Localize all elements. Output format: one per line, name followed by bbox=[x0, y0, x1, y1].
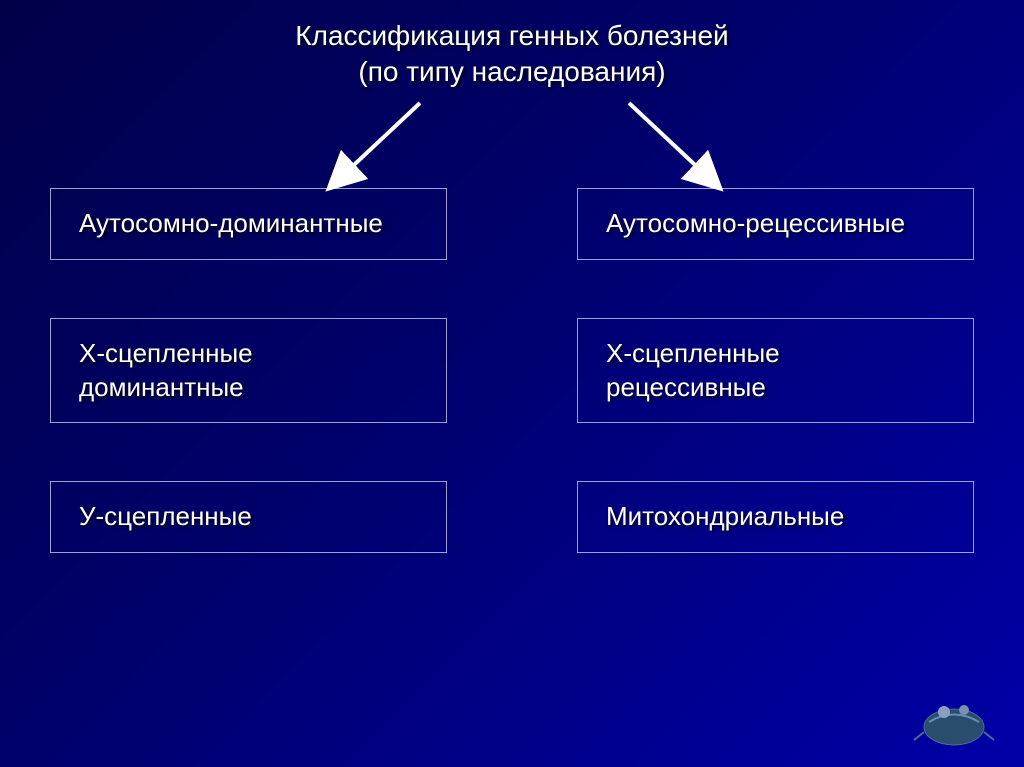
box-y-linked: У-сцепленные bbox=[50, 481, 447, 553]
box-autosomal-dominant: Аутосомно-доминантные bbox=[50, 188, 447, 260]
box-x-linked-dominant: Х-сцепленные доминантные bbox=[50, 318, 447, 424]
box-label: У-сцепленные bbox=[79, 500, 252, 534]
right-column: Аутосомно-рецессивные Х-сцепленные рецес… bbox=[577, 188, 974, 553]
box-label: Митохондриальные bbox=[606, 500, 844, 534]
left-column: Аутосомно-доминантные Х-сцепленные домин… bbox=[50, 188, 447, 553]
box-x-linked-recessive: Х-сцепленные рецессивные bbox=[577, 318, 974, 424]
box-label: Х-сцепленные доминантные bbox=[79, 337, 418, 405]
arrow-left-icon bbox=[320, 93, 440, 193]
box-mitochondrial: Митохондриальные bbox=[577, 481, 974, 553]
box-label: Х-сцепленные рецессивные bbox=[606, 337, 945, 405]
decoration-icon bbox=[909, 682, 999, 752]
columns-container: Аутосомно-доминантные Х-сцепленные домин… bbox=[0, 188, 1024, 553]
box-autosomal-recessive: Аутосомно-рецессивные bbox=[577, 188, 974, 260]
title-line-2: (по типу наследования) bbox=[0, 56, 1024, 88]
arrows-container bbox=[0, 98, 1024, 188]
title-area: Классификация генных болезней (по типу н… bbox=[0, 0, 1024, 88]
box-label: Аутосомно-доминантные bbox=[79, 207, 383, 241]
title-line-1: Классификация генных болезней bbox=[0, 20, 1024, 52]
box-label: Аутосомно-рецессивные bbox=[606, 207, 905, 241]
arrow-right-icon bbox=[609, 93, 729, 193]
